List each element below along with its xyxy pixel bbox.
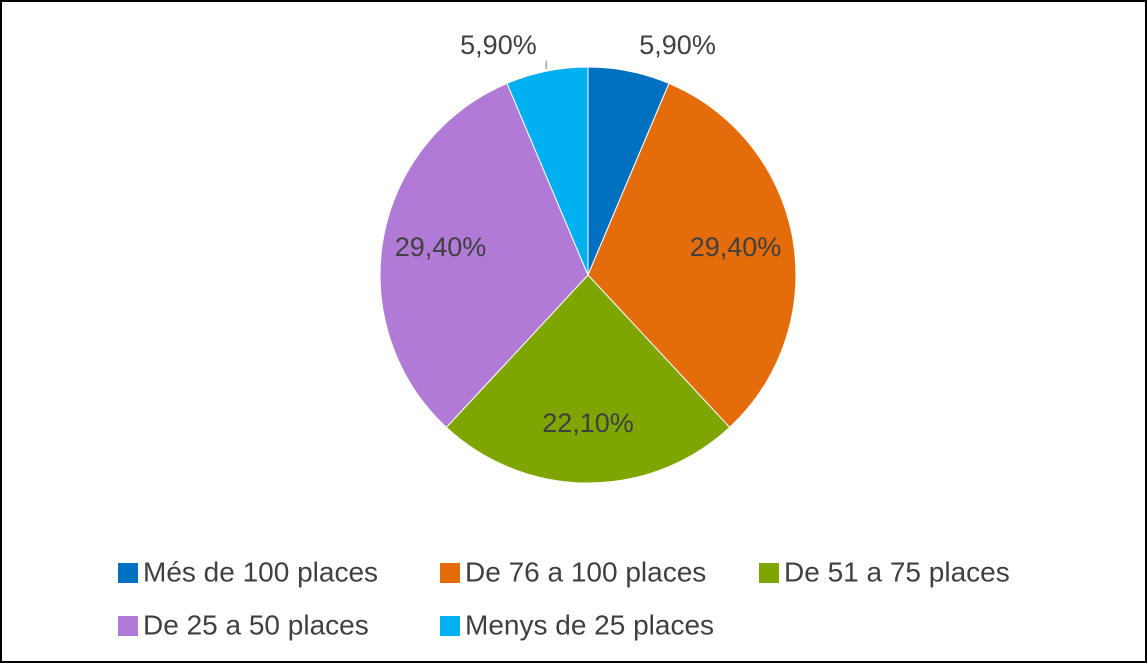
legend-swatch <box>440 616 460 636</box>
legend-label: Més de 100 places <box>143 556 378 587</box>
legend-label: De 76 a 100 places <box>465 556 706 587</box>
data-label: 5,90% <box>639 30 716 60</box>
data-label: 22,10% <box>542 408 634 438</box>
legend-swatch <box>759 563 779 583</box>
pie-slice <box>379 82 589 429</box>
legend-swatch <box>440 563 460 583</box>
legend-swatch <box>118 616 138 636</box>
pie-slice <box>506 66 589 276</box>
pie-slice <box>445 274 731 484</box>
legend-label: Menys de 25 places <box>465 609 714 640</box>
data-labels: 5,90% 29,40% 22,10% 29,40% 5,90% <box>395 30 782 438</box>
data-label: 29,40% <box>690 232 782 262</box>
legend-label: De 25 a 50 places <box>143 609 369 640</box>
pie-slice <box>587 82 797 429</box>
legend: Més de 100 places De 76 a 100 places De 51… <box>118 556 1010 640</box>
data-label: 5,90% <box>460 30 537 60</box>
legend-label: De 51 a 75 places <box>784 556 1010 587</box>
legend-swatch <box>118 563 138 583</box>
pie <box>379 66 797 484</box>
data-label: 29,40% <box>395 232 487 262</box>
